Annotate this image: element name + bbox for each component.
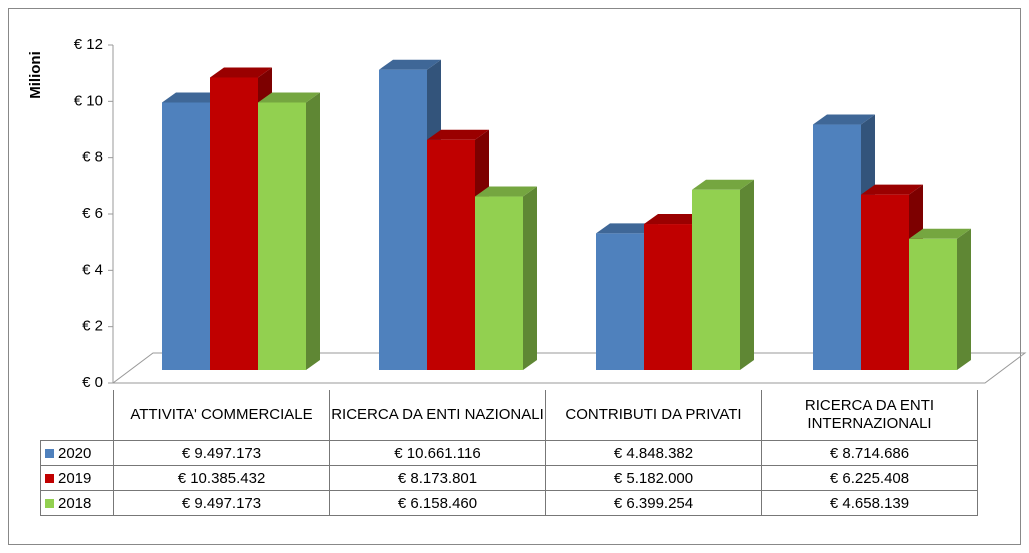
bar xyxy=(692,189,740,370)
table-header-row: ATTIVITA' COMMERCIALE RICERCA DA ENTI NAZ… xyxy=(41,390,978,441)
bar-top xyxy=(258,92,320,103)
category-label: CONTRIBUTI DA PRIVATI xyxy=(545,390,762,441)
bar-side xyxy=(740,179,754,370)
value-label: € 9.497.173 xyxy=(113,440,330,466)
bar-top xyxy=(861,184,923,195)
y-tick-label: € 10 xyxy=(74,92,103,109)
bar-top xyxy=(475,186,537,197)
value-label: € 10.661.116 xyxy=(329,440,546,466)
category-label: ATTIVITA' COMMERCIALE xyxy=(113,390,330,441)
table-row: 2020 € 9.497.173 € 10.661.116 € 4.848.382 € … xyxy=(40,440,978,466)
category-label: RICERCA DA ENTI INTERNAZIONALI xyxy=(761,390,978,441)
bar-top xyxy=(427,129,489,140)
legend-label: 2020 xyxy=(58,444,92,462)
legend-swatch xyxy=(45,473,54,483)
bar xyxy=(475,196,523,370)
bar xyxy=(210,77,258,371)
y-tick-label: € 2 xyxy=(82,318,103,335)
legend-label: 2019 xyxy=(58,469,92,487)
bar-top xyxy=(162,92,224,103)
bar xyxy=(162,102,210,371)
legend-entry: 2020 xyxy=(40,440,114,466)
y-axis-label: Milioni xyxy=(27,51,44,99)
bar xyxy=(379,69,427,370)
y-tick-label: € 8 xyxy=(82,149,103,166)
bar xyxy=(861,194,909,370)
value-label: € 6.399.254 xyxy=(545,490,762,516)
value-label: € 9.497.173 xyxy=(113,490,330,516)
bar-top xyxy=(813,114,875,125)
bar xyxy=(644,224,692,370)
value-label: € 4.658.139 xyxy=(761,490,978,516)
bar xyxy=(258,102,306,371)
bar xyxy=(909,238,957,370)
legend-label: 2018 xyxy=(58,494,92,512)
bar xyxy=(813,124,861,370)
value-label: € 5.182.000 xyxy=(545,465,762,491)
value-label: € 10.385.432 xyxy=(113,465,330,491)
value-label: € 8.714.686 xyxy=(761,440,978,466)
legend-swatch xyxy=(45,448,54,458)
legend-entry: 2019 xyxy=(40,465,114,491)
table-row: 2019 € 10.385.432 € 8.173.801 € 5.182.000 € … xyxy=(40,465,978,491)
bar xyxy=(596,233,644,370)
data-table: ATTIVITA' COMMERCIALE RICERCA DA ENTI NAZ… xyxy=(40,390,978,516)
bar-top xyxy=(644,214,706,225)
legend-entry: 2018 xyxy=(40,490,114,516)
value-label: € 6.225.408 xyxy=(761,465,978,491)
bar xyxy=(427,139,475,370)
chart-border xyxy=(8,8,1021,545)
bar-side xyxy=(523,186,537,370)
y-tick-label: € 12 xyxy=(74,36,103,53)
table-corner xyxy=(41,390,114,441)
table-row: 2018 € 9.497.173 € 6.158.460 € 6.399.254 € 4… xyxy=(40,490,978,516)
legend-swatch xyxy=(45,498,54,508)
y-tick-label: € 0 xyxy=(82,374,103,391)
bar-side xyxy=(957,228,971,370)
bar-top xyxy=(692,179,754,190)
value-label: € 8.173.801 xyxy=(329,465,546,491)
y-tick-label: € 4 xyxy=(82,261,103,278)
value-label: € 4.848.382 xyxy=(545,440,762,466)
y-tick-label: € 6 xyxy=(82,205,103,222)
bar-top xyxy=(210,67,272,78)
bar-side xyxy=(306,92,320,371)
category-label: RICERCA DA ENTI NAZIONALI xyxy=(329,390,546,441)
bar-top xyxy=(596,223,658,234)
value-label: € 6.158.460 xyxy=(329,490,546,516)
bar-top xyxy=(379,59,441,70)
bar-top xyxy=(909,228,971,239)
floor xyxy=(111,352,1027,384)
